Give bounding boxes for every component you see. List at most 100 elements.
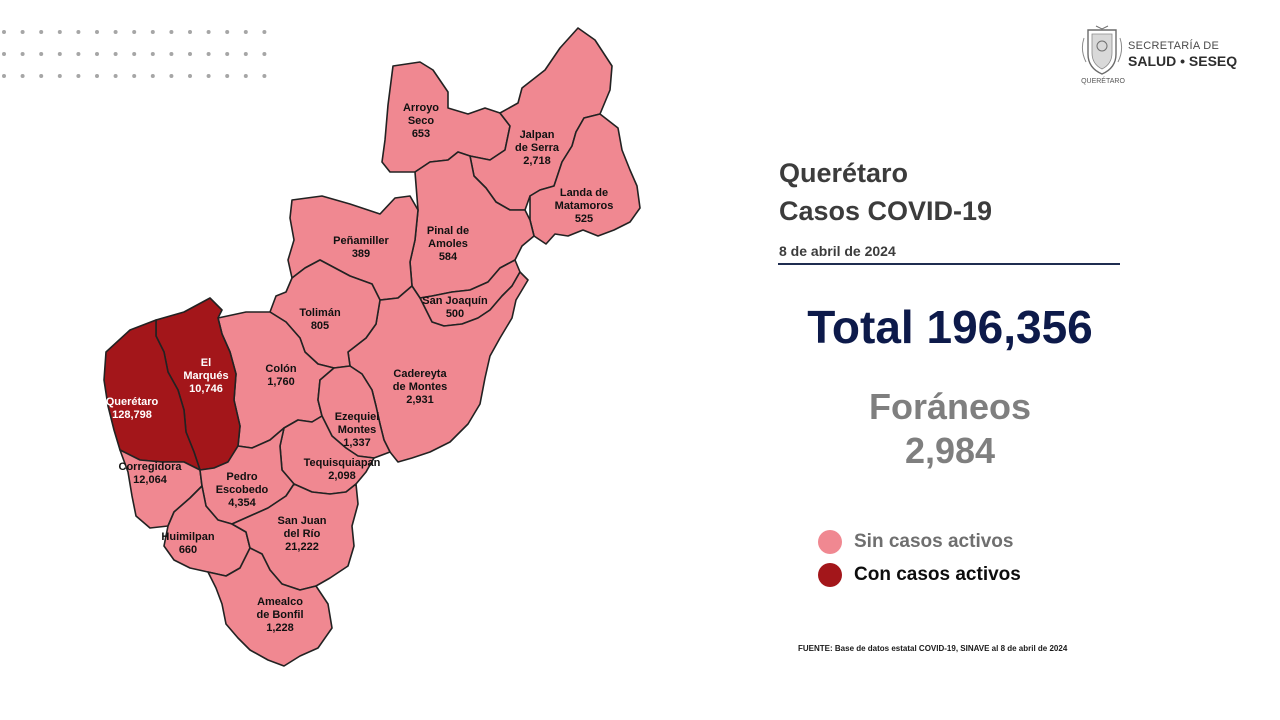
decorative-dot	[20, 74, 25, 78]
municipality-name-label: de Bonfil	[256, 609, 303, 621]
decorative-dot	[169, 52, 174, 56]
municipality-name-label: El	[201, 357, 211, 369]
seseq-logo: SECRETARÍA DE SALUD • SESEQ QUERÉTARO	[1080, 24, 1270, 94]
legend-item-con-casos: Con casos activos	[818, 562, 1021, 588]
title-line-2: Casos COVID-19	[779, 196, 993, 226]
municipality-name-label: Pinal de	[427, 225, 469, 237]
municipality-cases-label: 584	[439, 251, 458, 263]
decorative-dot	[113, 74, 118, 78]
state-seal-icon	[1081, 25, 1123, 75]
decorative-dot	[262, 52, 267, 56]
municipality-name-label: San Joaquín	[422, 295, 488, 307]
decorative-dot	[262, 74, 267, 78]
decorative-dot	[225, 52, 230, 56]
region-amealco	[207, 547, 333, 667]
legend-swatch-con-casos	[818, 563, 842, 587]
decorative-dot	[39, 74, 44, 78]
municipality-name-label: Amoles	[428, 238, 468, 250]
decorative-dot	[113, 30, 118, 34]
municipality-name-label: Matamoros	[555, 200, 614, 212]
decorative-dot	[243, 74, 248, 78]
decorative-dot	[39, 52, 44, 56]
municipality-cases-label: 10,746	[189, 383, 223, 395]
municipality-name-label: Corregidora	[119, 461, 183, 473]
decorative-dot-grid	[2, 30, 267, 78]
source-note: FUENTE: Base de datos estatal COVID-19, …	[798, 644, 1068, 653]
municipality-name-label: Colón	[265, 363, 296, 375]
municipality-cases-label: 1,228	[266, 622, 294, 634]
decorative-dot	[95, 74, 99, 78]
decorative-dot	[169, 30, 174, 34]
decorative-dot	[243, 30, 248, 34]
decorative-dot	[150, 52, 155, 56]
municipality-name-label: Huimilpan	[161, 531, 214, 543]
municipality-name-label: Marqués	[183, 370, 228, 382]
municipality-name-label: del Río	[284, 528, 321, 540]
decorative-dot	[206, 30, 211, 34]
decorative-dot	[20, 30, 25, 34]
municipality-name-label: Tolimán	[299, 307, 341, 319]
decorative-dot	[262, 30, 267, 34]
municipality-cases-label: 653	[412, 128, 430, 140]
municipality-cases-label: 12,064	[133, 474, 168, 486]
decorative-dot	[188, 52, 192, 56]
decorative-dot	[95, 52, 99, 56]
municipality-cases-label: 2,931	[406, 394, 434, 406]
municipality-cases-label: 805	[311, 320, 329, 332]
municipality-name-label: Amealco	[257, 596, 303, 608]
legend-item-sin-casos: Sin casos activos	[818, 529, 1013, 555]
municipality-cases-label: 2,718	[523, 155, 551, 167]
decorative-dot	[225, 30, 230, 34]
municipality-name-label: Peñamiller	[333, 235, 389, 247]
municipality-cases-label: 2,098	[328, 470, 356, 482]
report-date: 8 de abril de 2024	[779, 243, 896, 259]
decorative-dot	[95, 30, 99, 34]
municipality-name-label: San Juan	[278, 515, 327, 527]
decorative-dot	[132, 30, 137, 34]
decorative-dot	[225, 74, 230, 78]
region-landa	[529, 113, 641, 245]
decorative-dot	[76, 74, 81, 78]
municipality-name-label: Seco	[408, 115, 435, 127]
foraneos-label: Foráneos	[868, 386, 1032, 427]
title-line-1: Querétaro	[779, 158, 909, 188]
decorative-dot	[20, 52, 25, 56]
decorative-dot	[2, 30, 6, 34]
title-divider	[778, 263, 1120, 265]
decorative-dot	[188, 74, 192, 78]
decorative-dot	[188, 30, 192, 34]
municipality-cases-label: 1,760	[267, 376, 295, 388]
decorative-dot	[57, 30, 62, 34]
municipality-name-label: Ezequiel	[335, 411, 380, 423]
municipality-cases-label: 525	[575, 213, 593, 225]
municipality-cases-label: 21,222	[285, 541, 319, 553]
decorative-dot	[132, 52, 137, 56]
decorative-dot	[2, 52, 6, 56]
legend-swatch-sin-casos	[818, 530, 842, 554]
municipality-name-label: Montes	[338, 424, 377, 436]
foraneos-value: 2,984	[904, 430, 996, 471]
decorative-dot	[243, 52, 248, 56]
logo-line-1: SECRETARÍA DE	[1128, 40, 1220, 52]
total-cases: Total 196,356	[807, 301, 1093, 353]
decorative-dot	[76, 52, 81, 56]
region-ezequiel	[317, 365, 391, 459]
decorative-dot	[150, 30, 155, 34]
municipality-cases-label: 660	[179, 544, 197, 556]
logo-line-3: QUERÉTARO	[1081, 78, 1125, 85]
municipality-cases-label: 1,337	[343, 437, 371, 449]
decorative-dot	[169, 74, 174, 78]
municipality-name-label: Arroyo	[403, 102, 439, 114]
municipality-name-label: Jalpan	[520, 129, 555, 141]
municipality-cases-label: 4,354	[228, 497, 256, 509]
decorative-dot	[206, 52, 211, 56]
decorative-dot	[76, 30, 81, 34]
municipality-cases-label: 500	[446, 308, 464, 320]
municipality-name-label: Pedro	[226, 471, 257, 483]
municipality-name-label: de Montes	[393, 381, 447, 393]
decorative-dot	[206, 74, 211, 78]
legend-label-sin-casos: Sin casos activos	[854, 531, 1014, 552]
region-queretaro	[103, 319, 201, 471]
page-title: Querétaro Casos COVID-19	[779, 154, 992, 230]
